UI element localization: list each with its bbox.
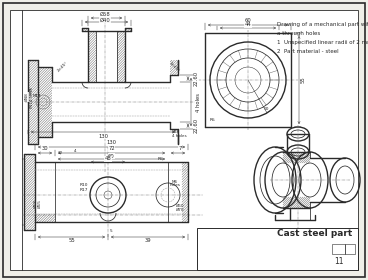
Text: M14: M14 — [33, 94, 42, 98]
Bar — [345, 244, 355, 254]
Text: Drawing of a mechanical part with: Drawing of a mechanical part with — [277, 22, 368, 27]
Text: 39: 39 — [145, 239, 151, 244]
Text: Ø26: Ø26 — [29, 87, 33, 95]
Text: Ø70: Ø70 — [176, 208, 184, 212]
Text: 1×45°: 1×45° — [168, 61, 180, 73]
Bar — [283, 152, 310, 163]
Text: 4 holes: 4 holes — [172, 134, 187, 138]
Text: 55: 55 — [301, 77, 305, 83]
Text: 44: 44 — [245, 22, 251, 27]
Text: Cast steel part: Cast steel part — [277, 228, 353, 237]
Text: Ø58: Ø58 — [100, 11, 110, 17]
Text: 72: 72 — [108, 146, 115, 151]
Text: 130: 130 — [106, 141, 117, 146]
Text: 30: 30 — [42, 146, 48, 151]
Text: 7: 7 — [178, 146, 182, 151]
Bar — [197, 228, 358, 270]
Bar — [182, 162, 188, 222]
Text: R5: R5 — [210, 118, 216, 122]
Text: 60: 60 — [245, 18, 251, 24]
Text: holes: holes — [170, 183, 180, 187]
Text: R10: R10 — [79, 183, 88, 187]
Text: 22.60: 22.60 — [194, 118, 198, 133]
Text: 55: 55 — [68, 239, 75, 244]
Text: 12: 12 — [57, 151, 63, 155]
Text: 130: 130 — [98, 134, 108, 139]
Bar — [35, 214, 55, 222]
Text: 22.60: 22.60 — [194, 71, 198, 86]
Text: 11: 11 — [334, 258, 344, 267]
Bar — [332, 244, 345, 254]
Text: R5: R5 — [158, 157, 164, 161]
Text: 90: 90 — [264, 107, 269, 111]
Bar — [283, 197, 310, 208]
Text: R17: R17 — [79, 188, 88, 192]
Text: 2×45°: 2×45° — [57, 61, 69, 73]
Text: Ø65: Ø65 — [38, 199, 42, 208]
Text: a through holes: a through holes — [277, 31, 320, 36]
Text: 2  Part material - steel: 2 Part material - steel — [277, 49, 339, 54]
Text: 4: 4 — [74, 149, 76, 153]
Text: Ø48: Ø48 — [25, 93, 29, 101]
Text: Ø40: Ø40 — [100, 17, 110, 22]
Text: 48: 48 — [105, 157, 112, 162]
Text: 1  Unspecified linear radii of 2 mm: 1 Unspecified linear radii of 2 mm — [277, 40, 368, 45]
Text: 60: 60 — [108, 153, 115, 158]
Text: 5: 5 — [110, 229, 113, 233]
Text: 4 holes: 4 holes — [195, 92, 201, 111]
Text: Ø58: Ø58 — [34, 199, 38, 208]
Text: Ø60: Ø60 — [176, 204, 184, 208]
Text: Ø46: Ø46 — [172, 130, 180, 134]
Text: M6: M6 — [172, 180, 178, 184]
Text: PN14.5=15: PN14.5=15 — [30, 86, 34, 108]
Bar — [24, 154, 35, 230]
